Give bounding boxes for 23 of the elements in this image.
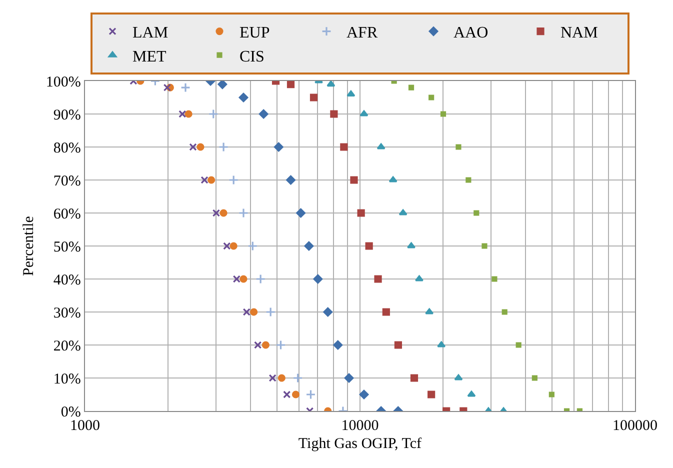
legend-label: CIS	[240, 48, 264, 66]
legend-label: NAM	[560, 24, 598, 42]
y-tick-label: 30%	[53, 305, 81, 322]
legend-label: MET	[132, 48, 166, 66]
legend-label: AAO	[454, 24, 488, 42]
y-tick-label: 70%	[53, 173, 81, 190]
y-tick-label: 10%	[53, 371, 81, 388]
x-axis-title: Tight Gas OGIP, Tcf	[298, 436, 422, 452]
y-tick-label: 100%	[46, 74, 81, 90]
legend-label: LAM	[132, 24, 168, 42]
y-tick-label: 40%	[53, 272, 81, 288]
legend-label: EUP	[240, 24, 270, 42]
y-tick-label: 80%	[53, 140, 81, 156]
y-tick-label: 50%	[53, 239, 81, 256]
x-tick-label: 10000	[341, 418, 379, 434]
x-tick-label: 100000	[612, 418, 658, 434]
y-tick-label: 0%	[60, 404, 81, 420]
y-tick-label: 20%	[53, 338, 81, 354]
legend-label: AFR	[346, 24, 378, 42]
y-axis-title: Percentile	[21, 216, 38, 276]
y-tick-label: 90%	[53, 107, 81, 124]
x-tick-label: 1000	[70, 418, 100, 434]
y-tick-label: 60%	[53, 206, 81, 222]
